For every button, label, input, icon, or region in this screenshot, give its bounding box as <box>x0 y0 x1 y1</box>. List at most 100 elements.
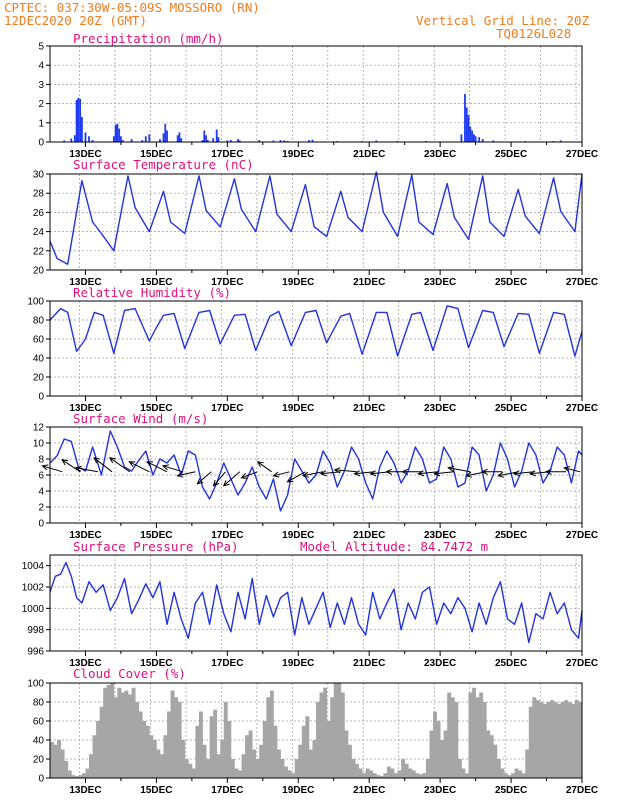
cloud-bar <box>142 721 147 778</box>
cloud-bar <box>284 766 289 778</box>
cloud-bar <box>287 770 292 778</box>
precip-bar <box>478 137 481 142</box>
cloud-bar <box>167 711 171 778</box>
precip-bar <box>472 134 475 142</box>
cloud-bar <box>511 773 516 778</box>
precip-xtick-label: 21DEC <box>353 149 385 160</box>
rh-ytick-label: 20 <box>33 373 45 384</box>
cloud-bar <box>535 700 540 778</box>
cloud-bar <box>369 770 374 778</box>
cloud-bar <box>429 730 434 778</box>
cloud-bar <box>174 697 179 778</box>
cloud-bar <box>170 690 175 778</box>
vertical-grid-label: Vertical Grid Line: 20Z <box>416 13 590 28</box>
pres-xtick-label: 27DEC <box>566 658 598 669</box>
wind-vector-shaft <box>320 471 341 475</box>
wind-vector-head <box>256 461 264 468</box>
temp-xtick-label: 27DEC <box>566 277 598 288</box>
cloud-bar <box>223 702 228 778</box>
temp-ytick-label: 26 <box>33 208 45 219</box>
wind-vector <box>93 457 113 473</box>
wind-vector <box>319 470 341 477</box>
rh-title: Relative Humidity (%) <box>73 285 231 300</box>
wind-vector-shaft <box>334 469 357 473</box>
cloud-xtick-label: 13DEC <box>69 785 101 796</box>
wind-xtick-label: 15DEC <box>140 530 172 541</box>
cloud-bar <box>372 773 377 778</box>
cloud-bar <box>234 768 239 778</box>
cloud-bar <box>113 697 118 778</box>
wind-vector <box>146 461 168 473</box>
cloud-bar <box>103 687 108 778</box>
wind-vector-head <box>385 468 393 475</box>
cloud-bar <box>425 759 430 778</box>
cloud-xtick-label: 25DEC <box>495 785 527 796</box>
cloud-bar <box>333 683 338 778</box>
cloud-bar <box>542 703 547 778</box>
wind-xtick-label: 23DEC <box>424 530 456 541</box>
cloud-bar <box>241 754 246 778</box>
temp-xtick-label: 23DEC <box>424 277 456 288</box>
cloud-bar <box>468 692 473 778</box>
cloud-bar <box>252 749 257 778</box>
cloud-bar <box>443 730 448 778</box>
cloud-bar <box>376 775 381 778</box>
precip-bar <box>279 140 282 142</box>
cloud-bar <box>390 768 395 778</box>
cloud-bar <box>184 759 189 778</box>
cloud-bar <box>415 773 420 778</box>
cloud-bar <box>266 697 271 778</box>
precip-bar <box>81 117 83 142</box>
precip-bar <box>559 140 562 142</box>
precip-bar <box>176 135 179 142</box>
wind-vector-shaft <box>434 471 455 475</box>
precip-bar <box>148 134 151 142</box>
cloud-bar <box>475 697 480 778</box>
cloud-bar <box>379 776 384 778</box>
cloud-bar <box>213 709 218 778</box>
precip-bar <box>201 140 204 142</box>
cloud-bar <box>344 730 349 778</box>
wind-vector <box>333 467 357 474</box>
precip-xtick-label: 25DEC <box>495 149 527 160</box>
cloud-bar <box>202 744 207 778</box>
precip-bar <box>159 139 161 142</box>
pres-ytick-label: 998 <box>27 625 44 636</box>
wind-vector-head <box>465 471 473 478</box>
precip-bar <box>469 126 472 142</box>
temp-ytick-label: 20 <box>33 266 45 277</box>
precip-ytick-label: 3 <box>38 80 44 91</box>
cloud-bar <box>557 703 562 778</box>
wind-vector-head <box>401 468 409 475</box>
cloud-bar <box>206 759 210 778</box>
cloud-bar <box>386 766 391 778</box>
cloud-title: Cloud Cover (%) <box>73 666 186 681</box>
cloud-bar <box>319 692 324 778</box>
wind-ytick-label: 12 <box>33 423 45 434</box>
cloud-bar <box>312 740 317 778</box>
cloud-bar <box>418 774 423 778</box>
wind-vector-head <box>128 461 136 467</box>
cloud-bar <box>507 775 512 778</box>
wind-panel: Surface Wind (m/s) 0 2 4 6 8 10 12 13DEC 15DEC 17D… <box>33 411 598 541</box>
wind-vector-shaft <box>514 471 535 475</box>
precip-title: Precipitation (mm/h) <box>73 31 224 46</box>
cloud-bar <box>209 716 214 778</box>
cloud-bar <box>351 759 356 778</box>
cloud-bar <box>323 687 328 778</box>
temp-title: Surface Temperature (nC) <box>73 157 254 172</box>
cloud-bar <box>489 735 494 778</box>
cloud-bar <box>117 687 122 778</box>
wind-vector <box>417 470 439 477</box>
precip-bar <box>375 140 378 142</box>
precip-bar <box>283 140 285 142</box>
cloud-bar <box>447 692 452 778</box>
cloud-bar <box>528 706 533 778</box>
precip-bar <box>464 94 466 142</box>
rh-xtick-label: 27DEC <box>566 403 598 414</box>
cloud-bar <box>394 773 398 778</box>
precip-bar <box>206 140 209 142</box>
precip-ytick-label: 1 <box>38 118 44 129</box>
cloud-bar <box>131 687 136 778</box>
